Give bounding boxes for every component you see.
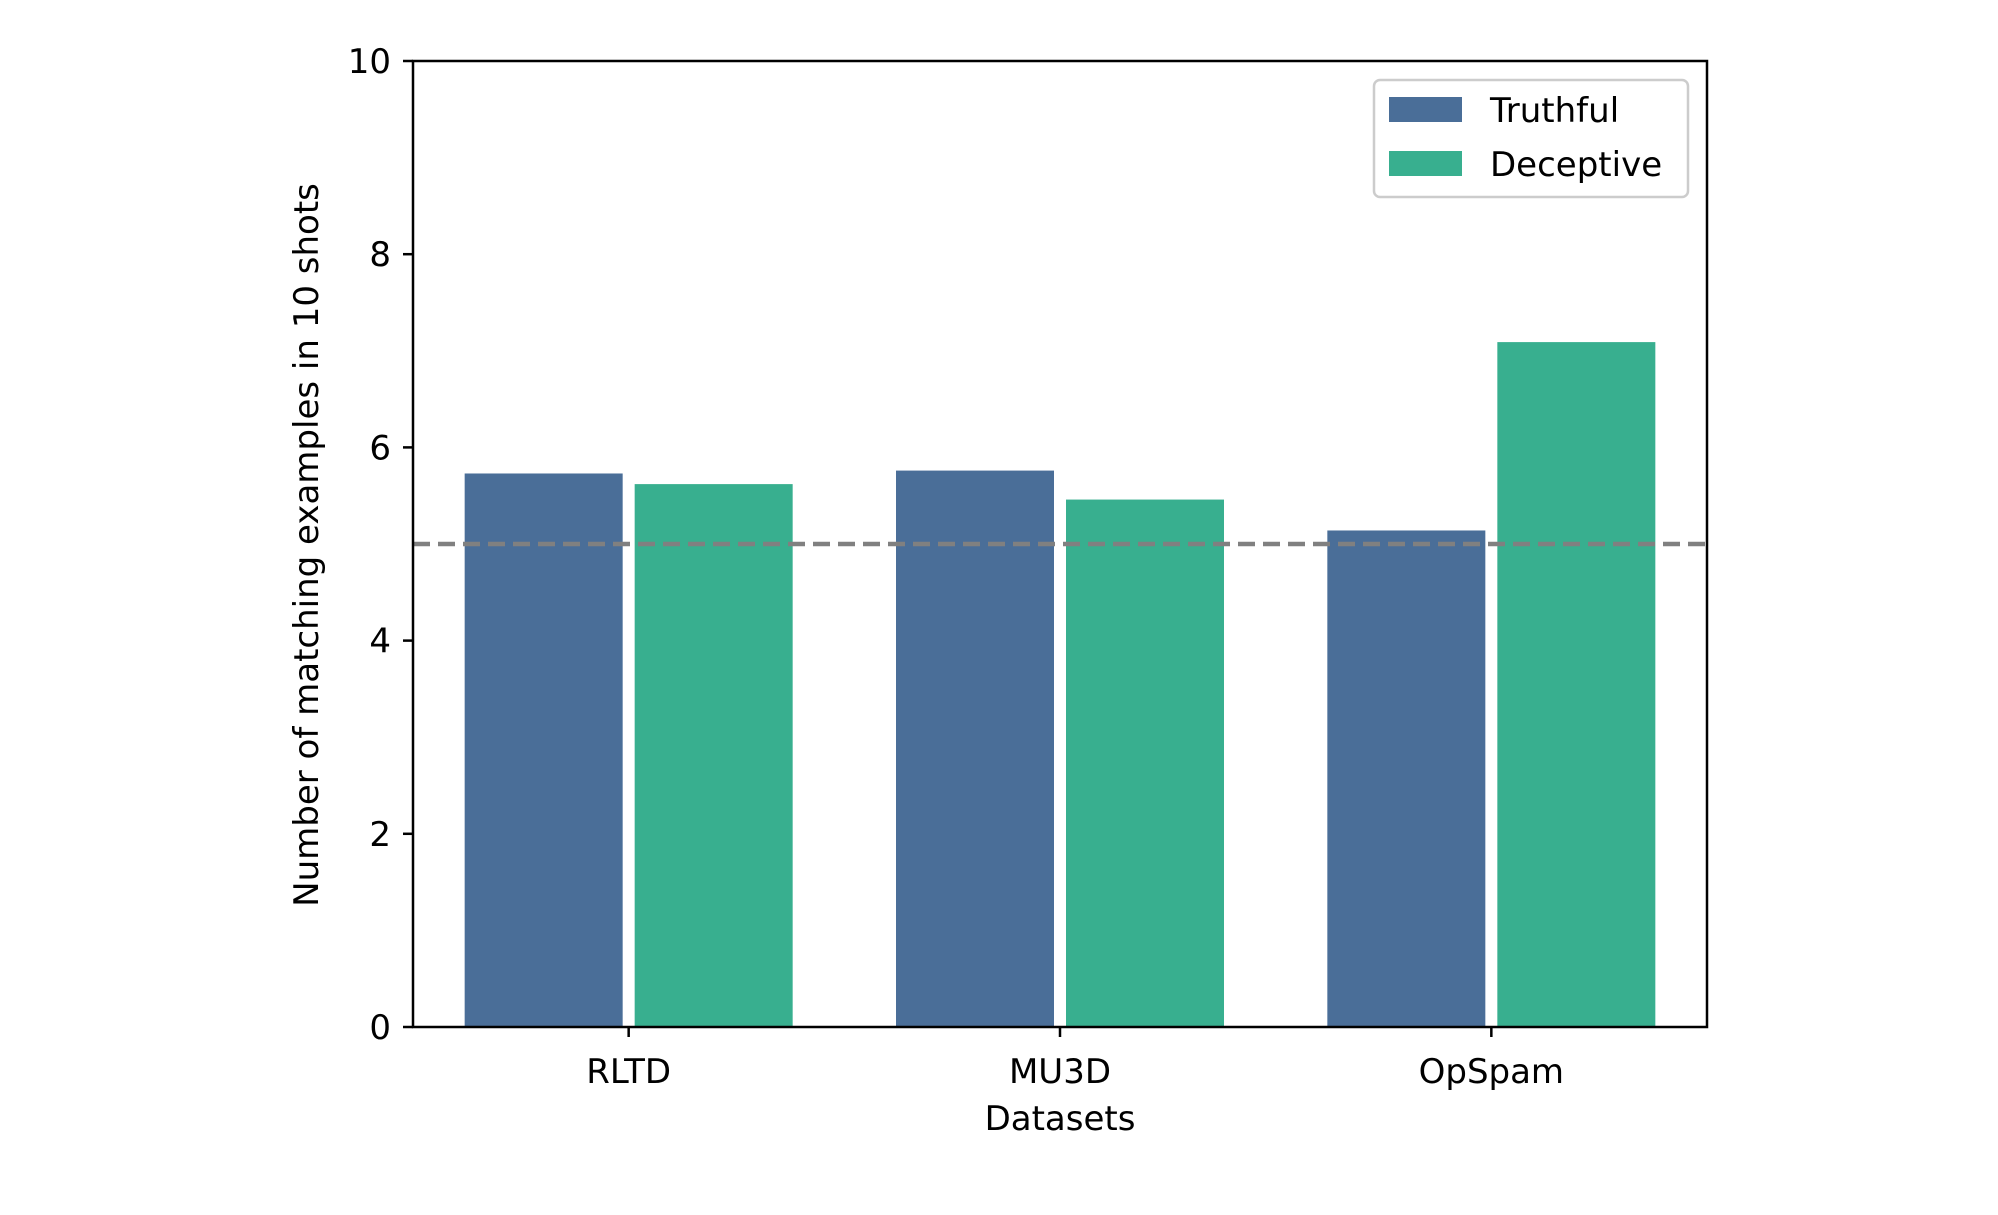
y-tick-label-6: 6 (369, 428, 391, 468)
y-tick-label-10: 10 (348, 42, 391, 82)
legend-label-deceptive: Deceptive (1490, 145, 1662, 185)
bar-truthful-mu3d (896, 470, 1054, 1028)
x-tick-label-mu3d: MU3D (1009, 1052, 1111, 1092)
y-axis-label: Number of matching examples in 10 shots (287, 183, 327, 907)
y-tick-label-8: 8 (369, 235, 391, 275)
bar-truthful-opspam (1327, 530, 1486, 1027)
bar-deceptive-rltd (634, 484, 793, 1027)
legend-swatch-deceptive (1389, 151, 1462, 176)
bar-truthful-rltd (464, 473, 623, 1027)
bars-layer (464, 342, 1656, 1028)
legend-label-truthful: Truthful (1489, 91, 1619, 131)
x-axis-label: Datasets (985, 1099, 1136, 1139)
x-tick-label-opspam: OpSpam (1419, 1052, 1564, 1092)
y-tick-label-2: 2 (369, 815, 391, 855)
ticks-layer: RLTD MU3D OpSpam 0 2 4 6 8 10 (348, 42, 1564, 1092)
bar-deceptive-mu3d (1066, 499, 1224, 1028)
x-tick-label-rltd: RLTD (586, 1052, 671, 1092)
y-tick-label-0: 0 (369, 1008, 391, 1048)
legend: Truthful Deceptive (1372, 78, 1690, 199)
bar-deceptive-opspam (1497, 342, 1656, 1028)
y-tick-label-4: 4 (369, 622, 391, 662)
legend-swatch-truthful (1389, 97, 1462, 122)
